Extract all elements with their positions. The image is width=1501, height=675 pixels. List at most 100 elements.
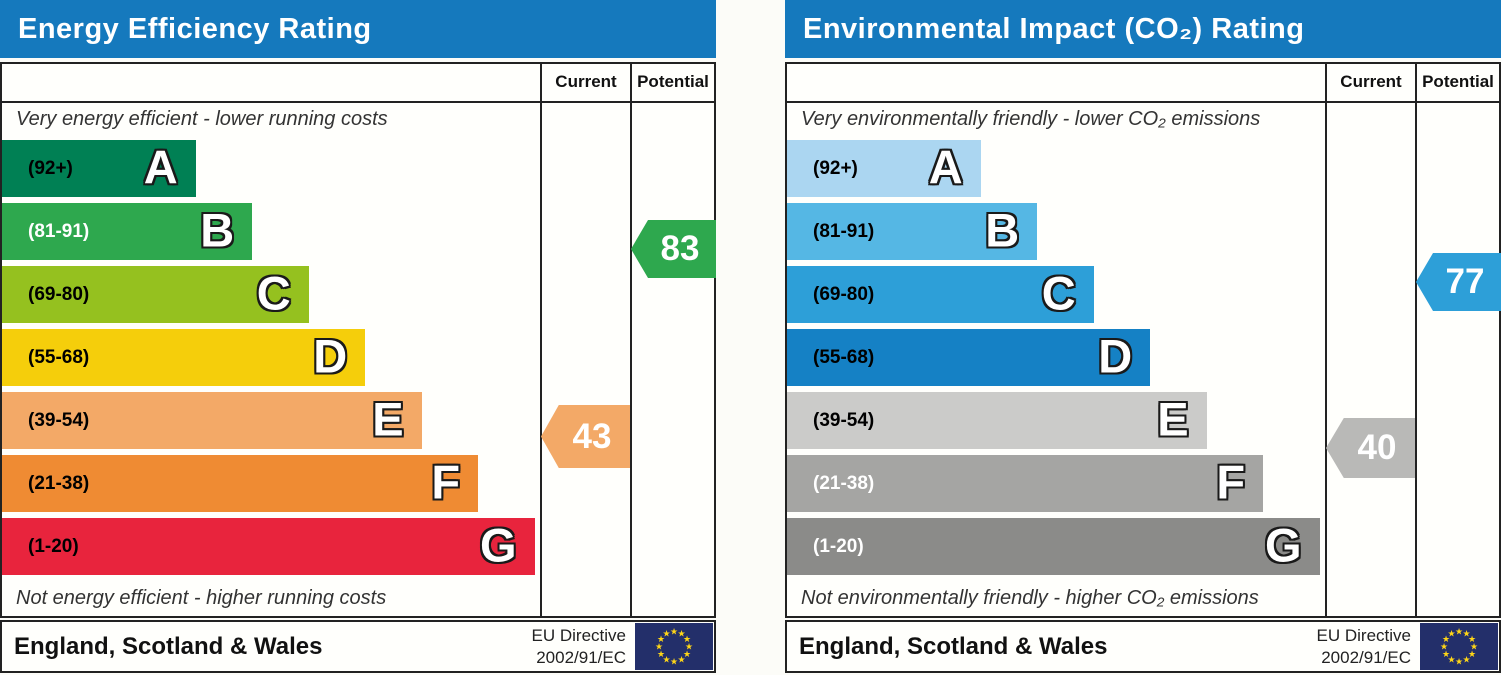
svg-text:★: ★ (683, 635, 691, 645)
band-letter: G (480, 518, 517, 572)
band-range-label: (1-20) (813, 535, 864, 557)
top-caption: Very environmentally friendly - lower CO… (801, 108, 1261, 130)
rating-band-g: (1-20) G (2, 518, 535, 575)
current-rating-arrow: 40 (1326, 418, 1415, 478)
column-divider (630, 64, 632, 616)
svg-text:★: ★ (685, 643, 693, 653)
rating-band-a: (92+) A (787, 140, 981, 197)
svg-text:★: ★ (1440, 643, 1448, 653)
header-divider (2, 101, 714, 103)
eu-directive-line1: EU Directive (1316, 626, 1411, 646)
svg-text:★: ★ (1468, 635, 1476, 645)
band-range-label: (92+) (813, 157, 858, 179)
svg-text:★: ★ (1447, 656, 1455, 666)
rating-band-e: (39-54) E (2, 392, 422, 449)
current-column-header: Current (1340, 72, 1402, 91)
eu-flag-icon: ★ ★★ ★★★ ★★★ ★★★ (635, 623, 713, 670)
band-range-label: (39-54) (813, 409, 875, 431)
svg-text:★: ★ (655, 643, 663, 653)
eu-flag-icon: ★ ★★ ★★★ ★★★ ★★★ (1420, 623, 1498, 670)
eu-directive-line1: EU Directive (531, 626, 626, 646)
potential-rating-arrow: 77 (1416, 253, 1501, 311)
svg-text:★: ★ (1455, 658, 1463, 668)
current-rating-value: 43 (572, 416, 612, 456)
panel-title: Energy Efficiency Rating (18, 12, 372, 45)
potential-column-header: Potential (637, 72, 709, 91)
svg-text:★: ★ (683, 650, 691, 660)
region-label: England, Scotland & Wales (14, 632, 323, 660)
band-letter: E (372, 392, 404, 446)
rating-band-a: (92+) A (2, 140, 196, 197)
panel-footer: England, Scotland & Wales EU Directive 2… (785, 620, 1501, 673)
svg-text:★: ★ (670, 658, 678, 668)
column-divider (540, 64, 542, 616)
rating-band-g: (1-20) G (787, 518, 1320, 575)
svg-text:★: ★ (1470, 643, 1478, 653)
svg-text:★: ★ (670, 628, 678, 638)
region-label: England, Scotland & Wales (799, 632, 1108, 660)
rating-band-b: (81-91) B (2, 203, 253, 260)
svg-text:★: ★ (662, 656, 670, 666)
band-range-label: (1-20) (28, 535, 79, 557)
top-caption: Very energy efficient - lower running co… (16, 108, 388, 130)
potential-rating-value: 83 (660, 229, 700, 268)
band-range-label: (21-38) (813, 472, 875, 494)
band-range-label: (21-38) (28, 472, 90, 494)
band-letter: B (985, 203, 1020, 257)
panel-title-bar: Energy Efficiency Rating (0, 0, 716, 58)
svg-text:★: ★ (1462, 656, 1470, 666)
energy-efficiency-panel: Energy Efficiency Rating Current Potenti… (0, 0, 716, 675)
eu-directive-label: EU Directive 2002/91/EC (1317, 625, 1420, 668)
rating-band-b: (81-91) B (787, 203, 1038, 260)
environmental-impact-panel: Environmental Impact (CO₂) Rating Curren… (785, 0, 1501, 675)
current-rating-value: 40 (1357, 428, 1397, 467)
band-range-label: (81-91) (813, 220, 875, 242)
header-divider (787, 101, 1499, 103)
panel-footer: England, Scotland & Wales EU Directive 2… (0, 620, 716, 673)
band-letter: A (143, 140, 178, 194)
band-letter: C (256, 266, 291, 320)
potential-column-header: Potential (1422, 72, 1494, 91)
svg-text:★: ★ (1455, 628, 1463, 638)
column-divider (1325, 64, 1327, 616)
band-letter: G (1265, 518, 1302, 572)
potential-rating-value: 77 (1445, 262, 1485, 301)
rating-band-c: (69-80) C (787, 266, 1094, 323)
band-letter: E (1157, 392, 1189, 446)
eu-directive-line2: 2002/91/EC (1321, 647, 1411, 667)
panel-title-bar: Environmental Impact (CO₂) Rating (785, 0, 1501, 58)
svg-text:★: ★ (1442, 635, 1450, 645)
band-letter: B (200, 203, 235, 257)
band-range-label: (69-80) (813, 283, 875, 305)
energy-rating-table: Current Potential Very energy efficient … (0, 62, 716, 618)
band-range-label: (55-68) (813, 346, 875, 368)
band-range-label: (81-91) (28, 220, 90, 242)
band-zone: (92+) A (81-91) B (69-80) C (55-68) D (39-54) E (2… (2, 64, 540, 616)
svg-text:★: ★ (1447, 630, 1455, 640)
svg-text:★: ★ (662, 630, 670, 640)
column-divider (1415, 64, 1417, 616)
band-letter: A (928, 140, 963, 194)
band-letter: F (1216, 455, 1246, 509)
svg-text:★: ★ (1468, 650, 1476, 660)
rating-band-f: (21-38) F (787, 455, 1264, 512)
band-letter: D (1098, 329, 1133, 383)
band-range-label: (39-54) (28, 409, 90, 431)
rating-band-f: (21-38) F (2, 455, 479, 512)
potential-rating-arrow: 83 (631, 220, 716, 278)
rating-band-d: (55-68) D (2, 329, 366, 386)
svg-text:★: ★ (657, 635, 665, 645)
svg-text:★: ★ (1462, 630, 1470, 640)
rating-band-e: (39-54) E (787, 392, 1207, 449)
band-range-label: (92+) (28, 157, 73, 179)
band-zone: (92+) A (81-91) B (69-80) C (55-68) D (39-54) E (2… (787, 64, 1325, 616)
band-letter: C (1041, 266, 1076, 320)
rating-band-d: (55-68) D (787, 329, 1151, 386)
co2-rating-table: Current Potential Very environmentally f… (785, 62, 1501, 618)
svg-text:★: ★ (677, 656, 685, 666)
bottom-caption: Not environmentally friendly - higher CO… (801, 587, 1259, 609)
bottom-caption: Not energy efficient - higher running co… (16, 587, 387, 609)
panel-title: Environmental Impact (CO₂) Rating (803, 12, 1305, 45)
band-letter: F (431, 455, 461, 509)
band-letter: D (313, 329, 348, 383)
